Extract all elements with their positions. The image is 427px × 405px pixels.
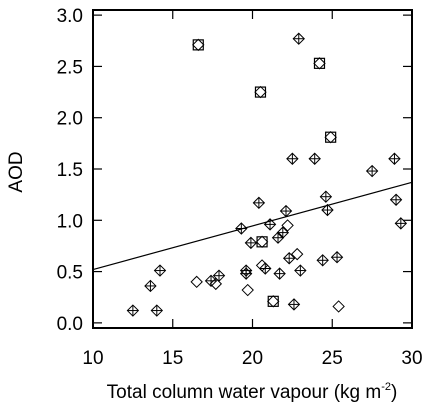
data-point	[332, 300, 345, 313]
plot-frame	[92, 9, 413, 329]
y-tick-label: 2.5	[57, 57, 83, 78]
x-tick-labels: 10 15 20 25 30	[82, 348, 422, 369]
x-tick-label: 10	[82, 348, 103, 369]
x-axis-label: Total column water vapour (kg m-2)	[107, 381, 398, 403]
data-point	[144, 279, 157, 293]
axis-ticks	[92, 10, 413, 328]
y-tick-label: 3.0	[57, 6, 83, 27]
data-point	[255, 235, 269, 249]
data-point	[330, 251, 344, 264]
data-point	[263, 218, 277, 231]
data-point	[153, 264, 167, 277]
data-point	[254, 85, 267, 99]
data-point	[308, 152, 321, 165]
data-point	[239, 267, 253, 280]
data-point	[244, 236, 258, 250]
x-tick-label: 25	[322, 348, 343, 369]
data-point	[313, 57, 326, 70]
y-tick-label: 0.5	[57, 263, 83, 284]
y-axis-label: AOD	[6, 151, 27, 192]
x-axis-label-superscript: -2	[381, 381, 391, 393]
data-point	[394, 217, 408, 230]
x-tick-label: 20	[242, 348, 263, 369]
regression-line	[92, 181, 413, 271]
data-point	[235, 222, 248, 235]
data-point	[126, 304, 140, 317]
data-point	[292, 32, 305, 45]
data-point	[294, 264, 307, 277]
data-point	[316, 254, 329, 267]
data-point	[286, 152, 299, 165]
data-point	[252, 196, 266, 210]
y-tick-label: 1.0	[57, 211, 83, 232]
x-tick-label: 30	[401, 348, 422, 369]
data-point	[273, 267, 286, 280]
data-point	[389, 193, 403, 206]
data-point	[190, 275, 203, 289]
data-point	[267, 295, 280, 308]
y-tick-label: 0.0	[57, 314, 83, 335]
data-point	[324, 130, 337, 144]
data-point	[271, 231, 285, 244]
data-points	[126, 32, 408, 317]
y-tick-label: 1.5	[57, 160, 83, 181]
data-point	[276, 226, 290, 239]
data-point	[365, 164, 379, 178]
data-point	[321, 203, 334, 217]
data-point	[388, 152, 401, 165]
data-point	[290, 247, 304, 261]
y-tick-labels: 0.0 0.5 1.0 1.5 2.0 2.5 3.0	[57, 6, 83, 335]
x-tick-label: 15	[162, 348, 183, 369]
data-point	[282, 252, 296, 265]
data-point	[281, 219, 294, 232]
data-point	[150, 304, 164, 317]
data-point	[209, 277, 223, 291]
data-point	[241, 283, 254, 297]
data-point	[259, 262, 272, 275]
data-point	[192, 38, 205, 52]
data-point	[255, 259, 269, 272]
data-point	[279, 204, 293, 218]
y-tick-label: 2.0	[57, 109, 83, 130]
data-point	[319, 190, 333, 203]
data-point	[287, 298, 301, 311]
